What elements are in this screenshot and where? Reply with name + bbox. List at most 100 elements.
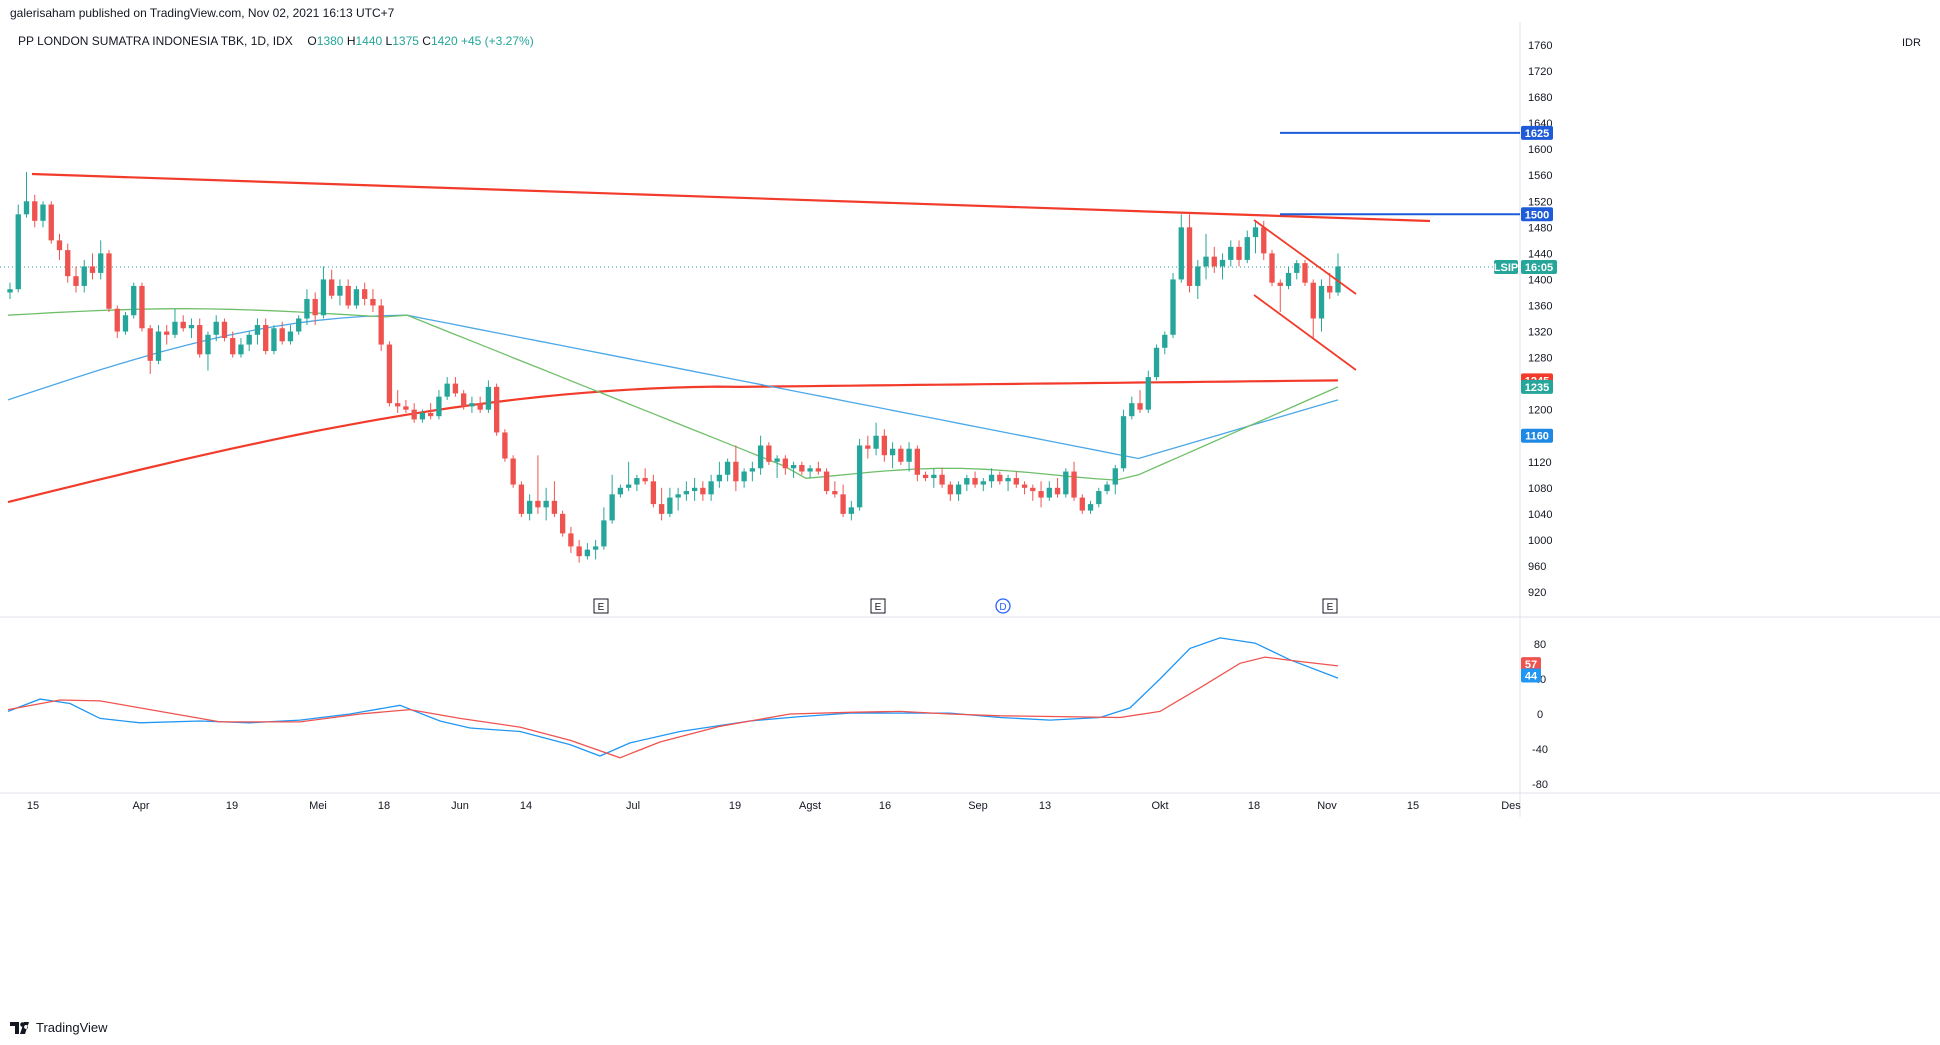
candle-up: [848, 507, 855, 514]
candle-up: [873, 435, 879, 449]
price-tick-label: 1360: [1528, 300, 1552, 312]
price-tick-label: 1080: [1528, 483, 1552, 495]
candle-down: [411, 409, 417, 420]
candle-down: [518, 484, 525, 514]
candle-down: [1038, 491, 1044, 498]
candle-up: [238, 344, 244, 355]
oscillator-pane: [7, 637, 1339, 759]
candle-down: [939, 474, 945, 485]
price-badge-label: 1235: [1525, 382, 1549, 394]
candle-up: [708, 481, 714, 495]
candle-up: [1162, 334, 1168, 348]
candle-down: [263, 325, 269, 352]
candle-down: [56, 240, 63, 251]
candle-up: [213, 321, 219, 335]
candle-down: [461, 393, 467, 407]
event-marker-label: E: [1327, 602, 1334, 613]
candle-down: [65, 250, 71, 277]
candle-up: [584, 549, 591, 557]
candle-down: [642, 478, 648, 482]
oscillator-tick-label: 0: [1537, 709, 1543, 721]
price-tick-label: 1040: [1528, 509, 1552, 521]
candle-up: [988, 474, 995, 482]
price-badge: [1521, 260, 1557, 274]
candle-up: [906, 448, 912, 462]
ma-slow-line: [7, 379, 1339, 504]
price-badge-label: 1500: [1525, 209, 1549, 221]
oscillator-tick-label: -80: [1532, 779, 1548, 791]
candle-down: [1236, 246, 1242, 260]
candle-down: [1186, 227, 1193, 286]
candle-up: [774, 458, 780, 462]
pane-separators: [0, 22, 1940, 817]
candle-up: [1145, 377, 1151, 410]
time-tick-label: Sep: [968, 800, 988, 812]
candle-up: [931, 474, 937, 479]
price-tick-label: 1440: [1528, 248, 1552, 260]
candle-down: [568, 533, 574, 547]
candle-up: [188, 325, 195, 329]
price-badge: [1521, 428, 1553, 443]
candle-down: [881, 435, 887, 456]
price-badge: [1521, 379, 1553, 394]
candle-down: [370, 298, 376, 306]
price-tick-label: 1480: [1528, 222, 1552, 234]
candle-up: [790, 465, 797, 469]
candle-down: [1071, 471, 1077, 498]
time-tick-label: 15: [27, 800, 39, 812]
price-tick-label: 1000: [1528, 535, 1552, 547]
candle-down: [1013, 478, 1019, 485]
earnings-marker: [593, 598, 609, 614]
price-tick-label: 1280: [1528, 353, 1552, 365]
high-label: H: [346, 34, 356, 48]
candle-down: [428, 412, 434, 417]
candle-down: [329, 279, 335, 296]
time-tick-label: Des: [1501, 800, 1521, 812]
candle-down: [32, 201, 38, 221]
dividend-marker: [995, 598, 1011, 614]
candle-up: [287, 331, 294, 342]
candle-up: [304, 298, 310, 319]
candle-down: [799, 465, 805, 472]
candle-up: [980, 481, 986, 485]
candle-down: [378, 305, 384, 345]
candle-down: [815, 468, 822, 472]
candle-up: [1087, 504, 1094, 511]
candle-up: [172, 321, 178, 335]
candle-down: [922, 474, 929, 479]
candle-up: [15, 214, 21, 290]
price-tick-label: 1200: [1528, 405, 1552, 417]
candle-up: [617, 487, 624, 495]
symbol-name[interactable]: PP LONDON SUMATRA INDONESIA TBK, 1D, IDX: [18, 34, 293, 48]
time-tick-label: 15: [1407, 800, 1419, 812]
candle-up: [1203, 256, 1209, 267]
candle-down: [106, 253, 112, 309]
candle-up: [1335, 266, 1341, 293]
candle-up: [271, 328, 277, 352]
candle-down: [823, 471, 830, 492]
candle-down: [832, 491, 838, 495]
oscillator-fast-line: [7, 637, 1339, 757]
candle-up: [419, 412, 426, 420]
candle-down: [312, 298, 318, 316]
time-tick-label: Apr: [132, 800, 149, 812]
candle-down: [914, 448, 920, 475]
candle-down: [535, 500, 541, 508]
time-tick-label: 19: [729, 800, 741, 812]
price-tick-label: 1560: [1528, 170, 1552, 182]
candle-down: [650, 481, 657, 505]
candle-up: [1170, 279, 1176, 335]
oscillator-tick-label: 80: [1534, 639, 1546, 651]
candle-up: [955, 484, 962, 495]
candle-down: [865, 445, 871, 449]
price-tick-label: 1120: [1528, 457, 1552, 469]
candle-up: [1129, 403, 1135, 417]
price-tick-label: 920: [1528, 587, 1546, 599]
tradingview-logo[interactable]: TradingView: [10, 1020, 108, 1035]
candle-down: [947, 484, 953, 495]
candle-down: [139, 285, 145, 329]
price-tick-label: 1600: [1528, 144, 1552, 156]
candle-down: [700, 487, 706, 495]
price-badge: [1494, 260, 1518, 274]
